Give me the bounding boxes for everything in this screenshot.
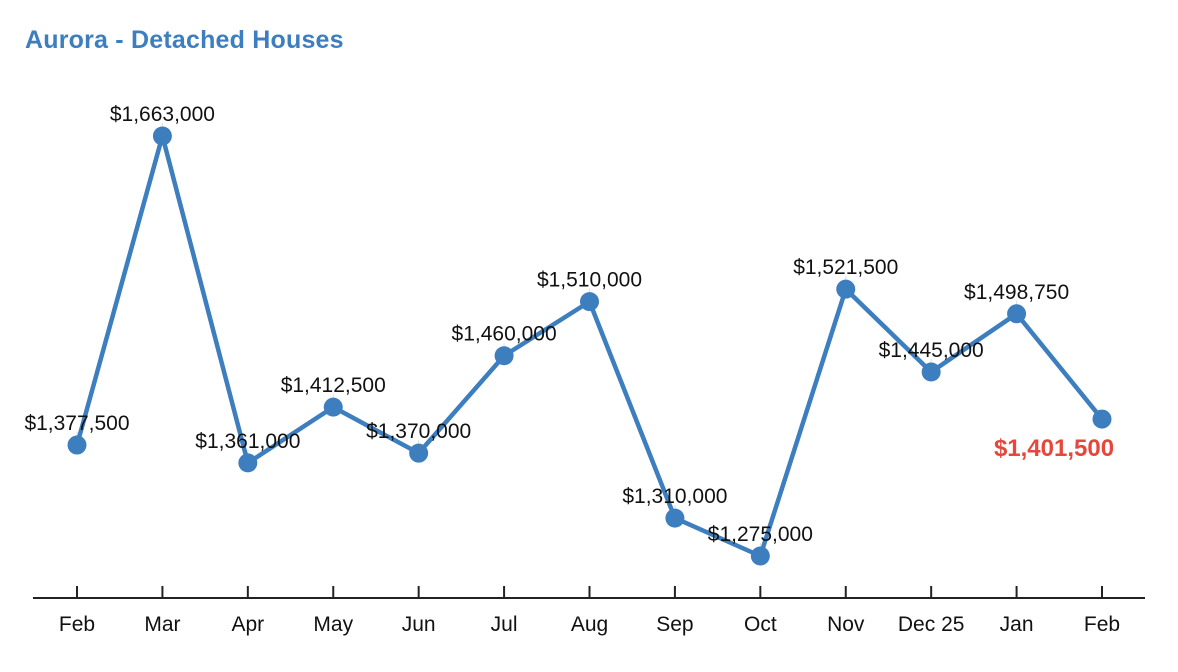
data-point[interactable]: [67, 435, 87, 455]
value-label: $1,310,000: [622, 485, 727, 508]
value-label: $1,510,000: [537, 269, 642, 292]
chart-title: Aurora - Detached Houses: [25, 26, 344, 54]
value-label: $1,412,500: [281, 374, 386, 397]
x-tick-label: Nov: [827, 613, 865, 636]
data-point[interactable]: [238, 453, 258, 473]
x-tick-label: Feb: [59, 613, 95, 636]
data-point[interactable]: [750, 546, 770, 566]
data-point[interactable]: [152, 126, 172, 146]
x-tick-label: Dec 25: [898, 613, 965, 636]
value-label: $1,445,000: [879, 339, 984, 362]
data-point[interactable]: [409, 443, 429, 463]
value-label: $1,275,000: [708, 523, 813, 546]
x-tick-label: May: [313, 613, 353, 636]
x-tick-label: Oct: [744, 613, 777, 636]
value-label: $1,377,500: [24, 412, 129, 435]
value-label: $1,460,000: [452, 323, 557, 346]
x-tick-label: Feb: [1084, 613, 1120, 636]
data-point[interactable]: [323, 397, 343, 417]
x-tick-label: Aug: [571, 613, 608, 636]
x-tick-label: Mar: [144, 613, 180, 636]
value-label: $1,498,750: [964, 281, 1069, 304]
x-tick-label: Jun: [402, 613, 436, 636]
data-point[interactable]: [1092, 409, 1112, 429]
data-point[interactable]: [836, 279, 856, 299]
data-point[interactable]: [494, 346, 514, 366]
value-label: $1,361,000: [195, 430, 300, 453]
highlighted-value-label: $1,401,500: [994, 435, 1114, 462]
data-point[interactable]: [921, 362, 941, 382]
value-label: $1,663,000: [110, 103, 215, 126]
x-tick-label: Apr: [231, 613, 264, 636]
x-tick-label: Sep: [656, 613, 693, 636]
value-label: $1,370,000: [366, 420, 471, 443]
data-point[interactable]: [580, 292, 599, 312]
data-point[interactable]: [665, 508, 685, 528]
x-tick-label: Jul: [491, 613, 518, 636]
x-tick-label: Jan: [1000, 613, 1034, 636]
value-label: $1,521,500: [793, 256, 898, 279]
data-point[interactable]: [1007, 304, 1027, 324]
